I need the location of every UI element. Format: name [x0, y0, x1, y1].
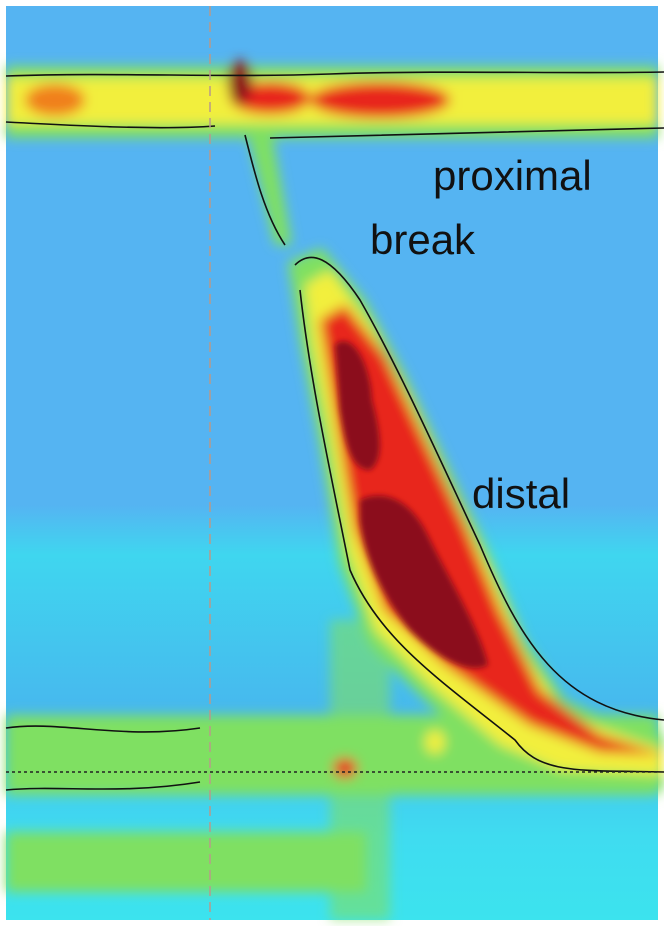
- pressure-topography: proximal break distal: [0, 0, 664, 926]
- label-break: break: [370, 216, 476, 263]
- label-proximal: proximal: [433, 152, 592, 199]
- page: proximal break distal (() => { const dat…: [0, 0, 664, 926]
- label-distal: distal: [472, 470, 570, 517]
